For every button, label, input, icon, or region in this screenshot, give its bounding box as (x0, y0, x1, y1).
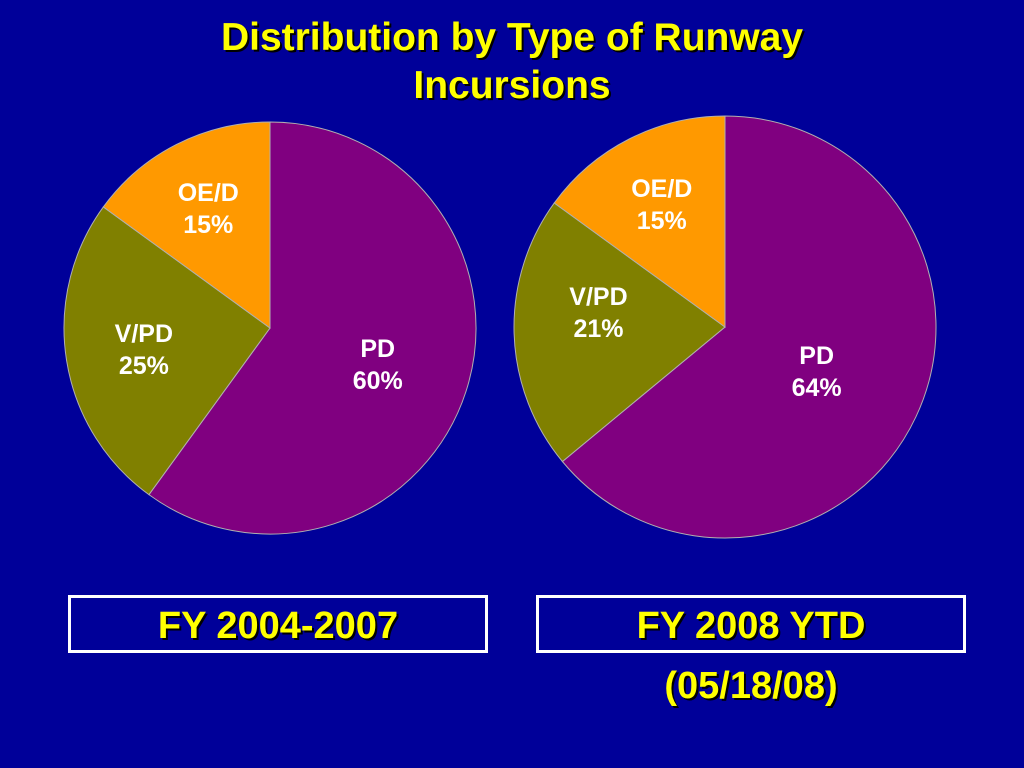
pie-label-pd-fy2008-ytd: PD 64% (792, 342, 842, 402)
pie-slice-vpd-fy2004-2007 (63, 206, 271, 496)
pie-label-value-oed-fy2004-2007: 15% (183, 211, 233, 239)
caption-fy2008-ytd: FY 2008 YTD (636, 605, 866, 647)
slide-title: Distribution by Type of Runway Incursion… (0, 14, 1024, 110)
caption-date-fy2008-ytd: (05/18/08) (664, 665, 838, 707)
pie-label-name-pd-fy2004-2007: PD (360, 335, 395, 363)
pie-label-value-vpd-fy2008-ytd: 21% (573, 315, 623, 343)
pie-label-vpd-fy2004-2007: V/PD 25% (115, 320, 173, 380)
title-line-2: Incursions (413, 64, 611, 107)
pie-slice-pd-fy2004-2007 (148, 121, 477, 535)
pie-slice-oed-fy2004-2007 (102, 121, 271, 329)
pie-label-oed-fy2004-2007: OE/D 15% (178, 179, 239, 239)
pie-slice-oed-fy2008-ytd (553, 115, 726, 328)
caption-fy2004-2007: FY 2004-2007 (157, 605, 399, 647)
title-line-1: Distribution by Type of Runway (220, 16, 804, 59)
pie-chart-fy2004-2007: PD 60% V/PD 25% OE/D 15% (63, 121, 477, 535)
pie-label-value-oed-fy2008-ytd: 15% (637, 207, 687, 235)
pie-label-name-vpd-fy2008-ytd: V/PD (569, 283, 627, 311)
pie-label-oed-fy2008-ytd: OE/D 15% (631, 175, 692, 235)
pie-slice-vpd-fy2008-ytd (513, 202, 726, 463)
pie-label-vpd-fy2008-ytd: V/PD 21% (569, 283, 627, 343)
caption-box-fy2008-ytd: FY 2008 YTD (536, 595, 966, 653)
pie-label-value-pd-fy2008-ytd: 64% (792, 374, 842, 402)
pie-slice-pd-fy2008-ytd (561, 115, 937, 539)
pie-chart-fy2008-ytd: PD 64% V/PD 21% OE/D 15% (513, 115, 937, 539)
pie-label-value-vpd-fy2004-2007: 25% (119, 352, 169, 380)
pie-label-pd-fy2004-2007: PD 60% (353, 335, 403, 395)
pie-label-name-pd-fy2008-ytd: PD (799, 342, 834, 370)
pie-label-name-oed-fy2008-ytd: OE/D (631, 175, 692, 203)
pie-label-name-vpd-fy2004-2007: V/PD (115, 320, 173, 348)
caption-box-fy2004-2007: FY 2004-2007 (68, 595, 488, 653)
pie-label-name-oed-fy2004-2007: OE/D (178, 179, 239, 207)
pie-label-value-pd-fy2004-2007: 60% (353, 367, 403, 395)
